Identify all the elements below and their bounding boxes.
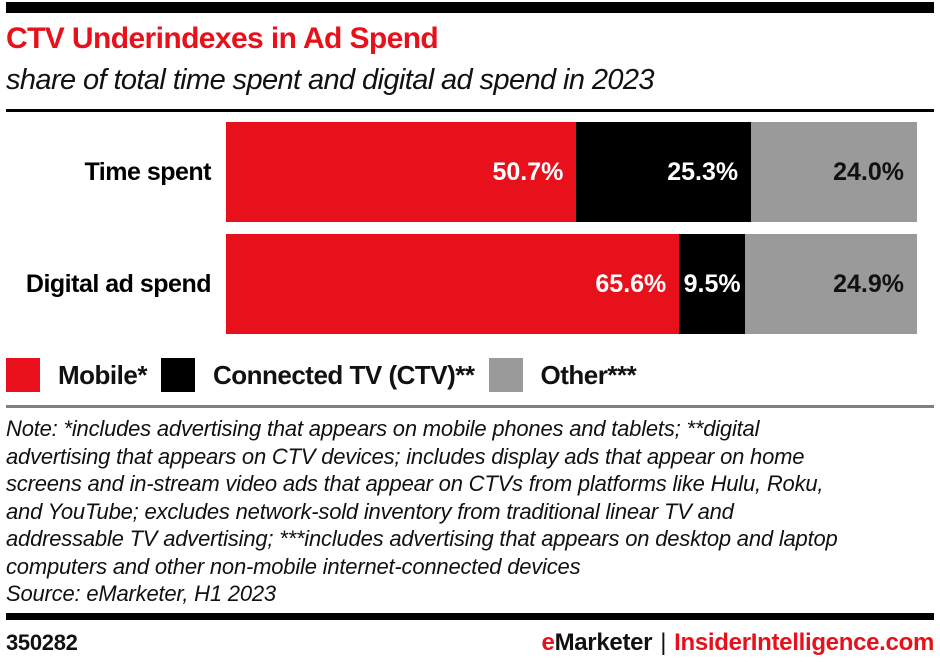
legend-item-mobile: Mobile* bbox=[6, 358, 147, 392]
note-line: Note: *includes advertising that appears… bbox=[6, 416, 760, 441]
segment-ctv-digital-ad-spend: 9.5% bbox=[679, 234, 745, 334]
footer-divider bbox=[6, 612, 934, 620]
segment-mobile-time-spent: 50.7% bbox=[226, 122, 577, 222]
header-divider bbox=[6, 109, 934, 112]
segment-ctv-time-spent: 25.3% bbox=[576, 122, 752, 222]
note-line: computers and other non-mobile internet-… bbox=[6, 553, 581, 579]
bar-time-spent: 50.7% 25.3% 24.0% bbox=[226, 122, 917, 222]
segment-other-time-spent: 24.0% bbox=[751, 122, 917, 222]
value-label: 24.0% bbox=[833, 157, 904, 186]
legend-item-other: Other*** bbox=[488, 358, 637, 392]
chart-subtitle: share of total time spent and digital ad… bbox=[6, 64, 655, 96]
note-line: advertising that appears on CTV devices;… bbox=[6, 443, 805, 469]
legend: Mobile* Connected TV (CTV)** Other*** bbox=[6, 358, 934, 392]
category-label-time-spent: Time spent bbox=[84, 157, 211, 186]
brand-separator: | bbox=[660, 628, 667, 656]
value-label: 65.6% bbox=[595, 269, 667, 298]
brand-emarketer-rest: Marketer bbox=[554, 628, 653, 656]
bar-digital-ad-spend: 65.6% 9.5% 24.9% bbox=[226, 234, 917, 334]
legend-label-mobile: Mobile* bbox=[58, 359, 147, 390]
note-block: Note: *includes advertising that appears… bbox=[6, 415, 934, 608]
note-line: addressable TV advertising; ***includes … bbox=[6, 526, 838, 551]
value-label: 25.3% bbox=[667, 157, 739, 186]
insider-intelligence-link[interactable]: InsiderIntelligence.com bbox=[674, 628, 934, 656]
value-label: 9.5% bbox=[683, 269, 741, 298]
footer: 350282 eMarketer | InsiderIntelligence.com bbox=[6, 629, 934, 657]
note-line: and YouTube; excludes network-sold inven… bbox=[6, 498, 734, 524]
chart-id: 350282 bbox=[6, 629, 78, 655]
stacked-bar-chart: Time spent 50.7% 25.3% 24.0% Digital ad … bbox=[6, 122, 934, 334]
legend-swatch-mobile bbox=[6, 358, 40, 392]
top-rule bbox=[6, 2, 934, 13]
legend-swatch-ctv bbox=[160, 358, 195, 392]
brand-lockup: eMarketer | InsiderIntelligence.com bbox=[542, 629, 935, 657]
value-label: 50.7% bbox=[492, 157, 564, 186]
bar-row-time-spent: Time spent 50.7% 25.3% 24.0% bbox=[6, 122, 917, 222]
legend-label-other: Other*** bbox=[540, 359, 637, 390]
chart-title: CTV Underindexes in Ad Spend bbox=[6, 22, 439, 55]
note-line: screens and in-stream video ads that app… bbox=[6, 471, 824, 496]
bar-row-digital-ad-spend: Digital ad spend 65.6% 9.5% 24.9% bbox=[6, 234, 917, 334]
value-label: 24.9% bbox=[833, 269, 904, 298]
category-label-digital-ad-spend: Digital ad spend bbox=[25, 269, 212, 298]
legend-divider bbox=[6, 405, 934, 408]
legend-label-ctv: Connected TV (CTV)** bbox=[212, 359, 475, 390]
brand-emarketer-e: e bbox=[541, 628, 555, 656]
legend-item-ctv: Connected TV (CTV)** bbox=[160, 358, 475, 392]
legend-swatch-other bbox=[488, 358, 523, 392]
segment-other-digital-ad-spend: 24.9% bbox=[744, 234, 917, 334]
segment-mobile-digital-ad-spend: 65.6% bbox=[226, 234, 680, 334]
source-line: Source: eMarketer, H1 2023 bbox=[6, 581, 276, 606]
